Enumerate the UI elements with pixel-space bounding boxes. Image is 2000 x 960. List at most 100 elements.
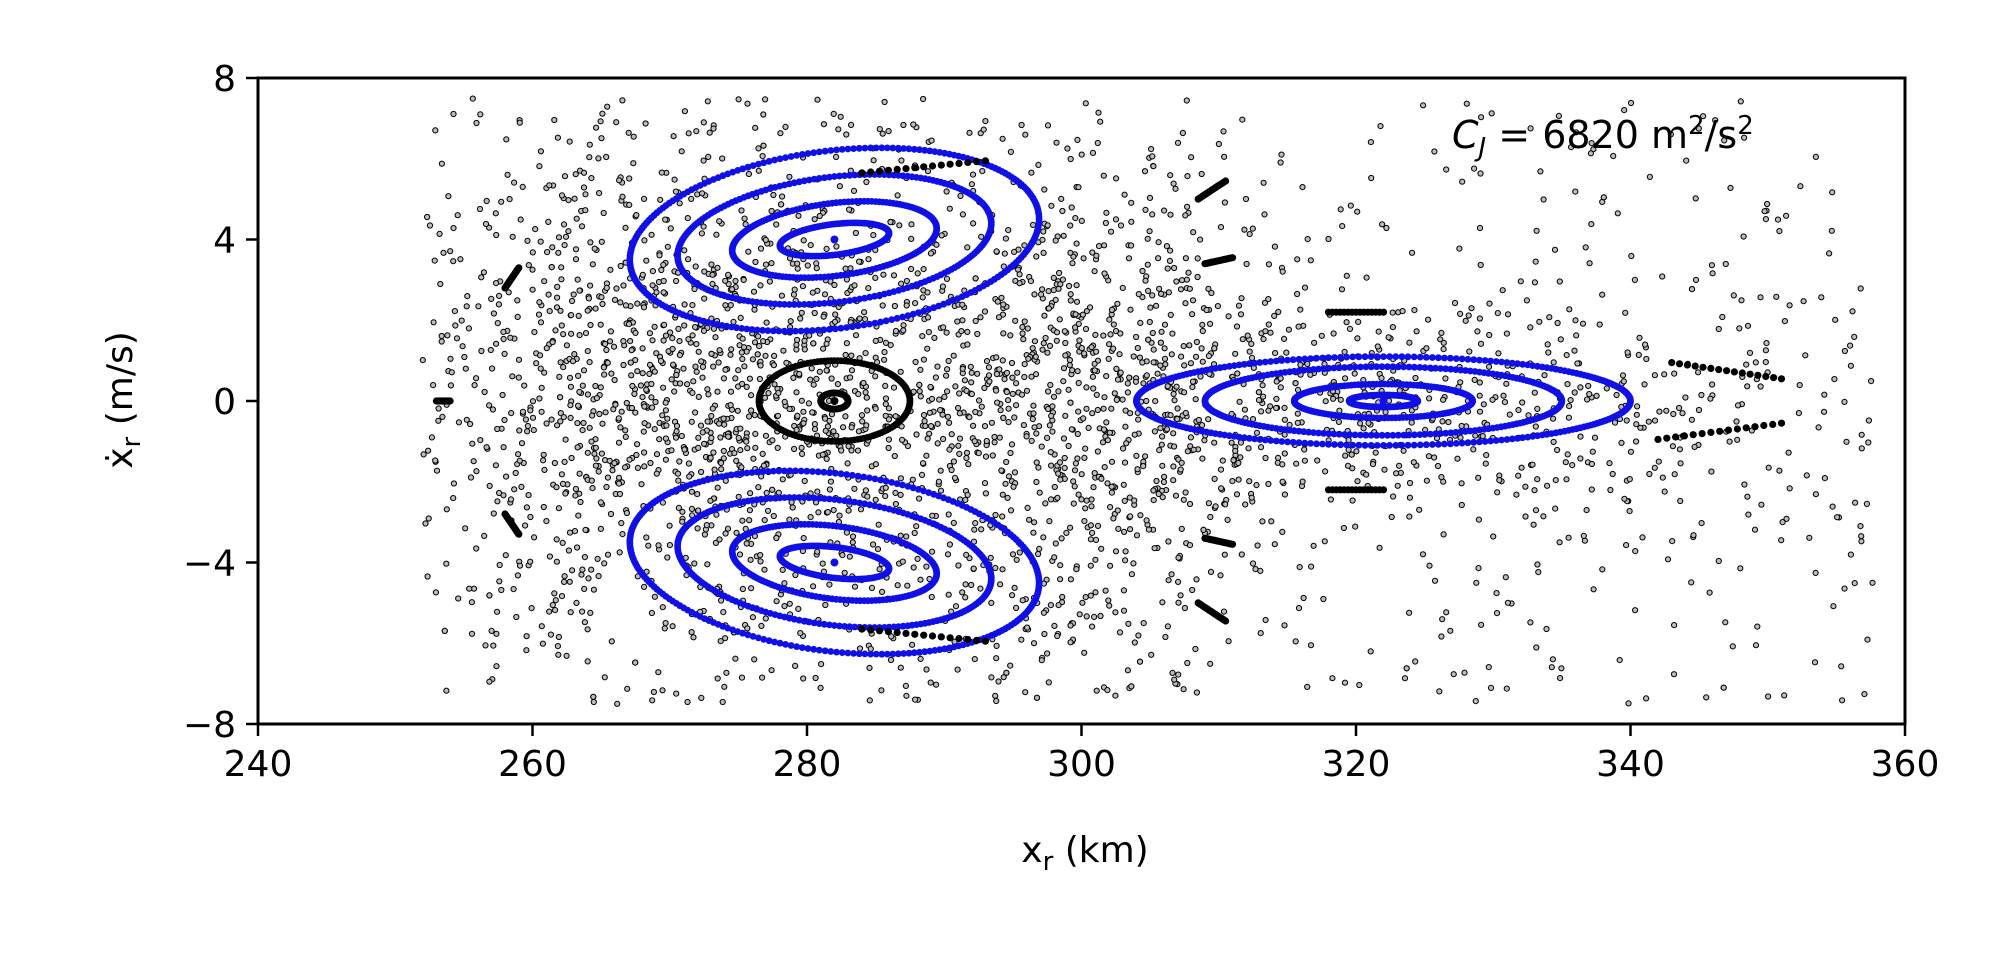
chaotic-point (1631, 276, 1639, 283)
chaotic-point (554, 134, 562, 141)
chaotic-point (1217, 572, 1224, 579)
chaotic-point (1571, 389, 1578, 396)
chaotic-point (1108, 306, 1116, 313)
chaotic-point (1124, 389, 1132, 396)
chaotic-point (1304, 236, 1311, 243)
chaotic-point (1102, 219, 1110, 227)
chaotic-point (1114, 376, 1122, 383)
chaotic-point (549, 244, 556, 251)
chaotic-point (1199, 321, 1206, 328)
chaotic-point (566, 529, 574, 536)
chaotic-point (927, 250, 935, 257)
chaotic-point (843, 131, 850, 138)
chaotic-point (1052, 296, 1059, 303)
chaotic-point (839, 552, 846, 559)
chaotic-point (1119, 396, 1126, 403)
chaotic-point (425, 447, 432, 454)
chaotic-point (515, 374, 522, 381)
chaotic-point (639, 394, 646, 401)
chaotic-point (707, 454, 714, 461)
chaotic-point (1016, 549, 1023, 556)
chaotic-point (1025, 355, 1032, 362)
chaotic-point (582, 207, 589, 214)
chaotic-point (1000, 301, 1007, 308)
chaotic-point (1081, 649, 1088, 656)
chaotic-point (1139, 359, 1146, 366)
chaotic-point (527, 513, 534, 521)
chaotic-point (795, 605, 802, 613)
chaotic-point (832, 311, 839, 318)
chaotic-point (981, 308, 989, 315)
chaotic-point (1518, 464, 1525, 471)
chaotic-point (1423, 345, 1430, 352)
chaotic-point (1271, 243, 1279, 250)
chaotic-point (1858, 445, 1865, 452)
chaotic-point (1009, 551, 1017, 558)
chaotic-point (554, 643, 562, 650)
chaotic-point (1471, 376, 1478, 383)
chaotic-point (697, 422, 705, 429)
chaotic-point (1013, 556, 1020, 563)
chaotic-point (1199, 455, 1206, 462)
chaotic-point (882, 382, 889, 389)
chaotic-point (715, 359, 722, 366)
chaotic-point (983, 358, 991, 365)
chaotic-point (719, 155, 726, 162)
chaotic-point (1676, 404, 1683, 412)
chaotic-point (555, 633, 563, 641)
orbit-point (775, 327, 783, 335)
chaotic-point (752, 444, 759, 451)
chaotic-point (1071, 483, 1078, 490)
chaotic-point (994, 298, 1001, 305)
chaotic-point (1055, 602, 1062, 609)
chaotic-point (1104, 687, 1111, 694)
chaotic-point (1136, 658, 1144, 665)
chaotic-point (486, 482, 493, 489)
chaotic-point (744, 625, 751, 632)
chaotic-point (820, 121, 828, 128)
chaotic-point (566, 138, 573, 145)
chaotic-point (516, 457, 523, 464)
chaotic-point (885, 444, 892, 452)
chaotic-point (582, 526, 589, 534)
chaotic-point (1040, 609, 1048, 616)
chaotic-point (1054, 494, 1061, 501)
chaotic-point (1111, 390, 1118, 397)
chaotic-point (720, 447, 727, 455)
chaotic-point (1741, 481, 1748, 488)
chaotic-point (1074, 455, 1081, 462)
chaotic-point (493, 663, 500, 670)
chaotic-point (1093, 687, 1100, 694)
chaotic-point (700, 119, 707, 126)
chaotic-point (569, 297, 576, 305)
chaotic-point (951, 474, 959, 481)
chaotic-point (693, 341, 700, 348)
chaotic-point (1187, 434, 1195, 441)
chaotic-point (919, 333, 926, 340)
chaotic-point (1277, 384, 1284, 391)
chaotic-point (759, 153, 766, 160)
chaotic-point (1301, 446, 1308, 453)
chaotic-point (649, 404, 656, 411)
chaotic-point (770, 191, 777, 199)
chaotic-point (959, 211, 967, 218)
chaotic-point (716, 536, 723, 543)
chaotic-point (580, 367, 588, 374)
chaotic-point (1003, 388, 1011, 396)
chaotic-point (1159, 433, 1166, 440)
chaotic-point (537, 352, 544, 359)
chaotic-point (623, 509, 631, 517)
chaotic-point (1374, 343, 1381, 350)
chaotic-point (531, 329, 538, 336)
chaotic-point (1140, 463, 1147, 470)
chaotic-point (1412, 374, 1419, 382)
chaotic-point (914, 555, 921, 563)
chaotic-point (725, 433, 732, 440)
chaotic-point (1166, 257, 1174, 264)
chaotic-point (822, 427, 829, 434)
chaotic-point (946, 205, 953, 212)
chaotic-point (1018, 391, 1026, 398)
chaotic-point (604, 359, 611, 366)
chaotic-point (950, 352, 957, 359)
chaotic-point (567, 383, 575, 390)
